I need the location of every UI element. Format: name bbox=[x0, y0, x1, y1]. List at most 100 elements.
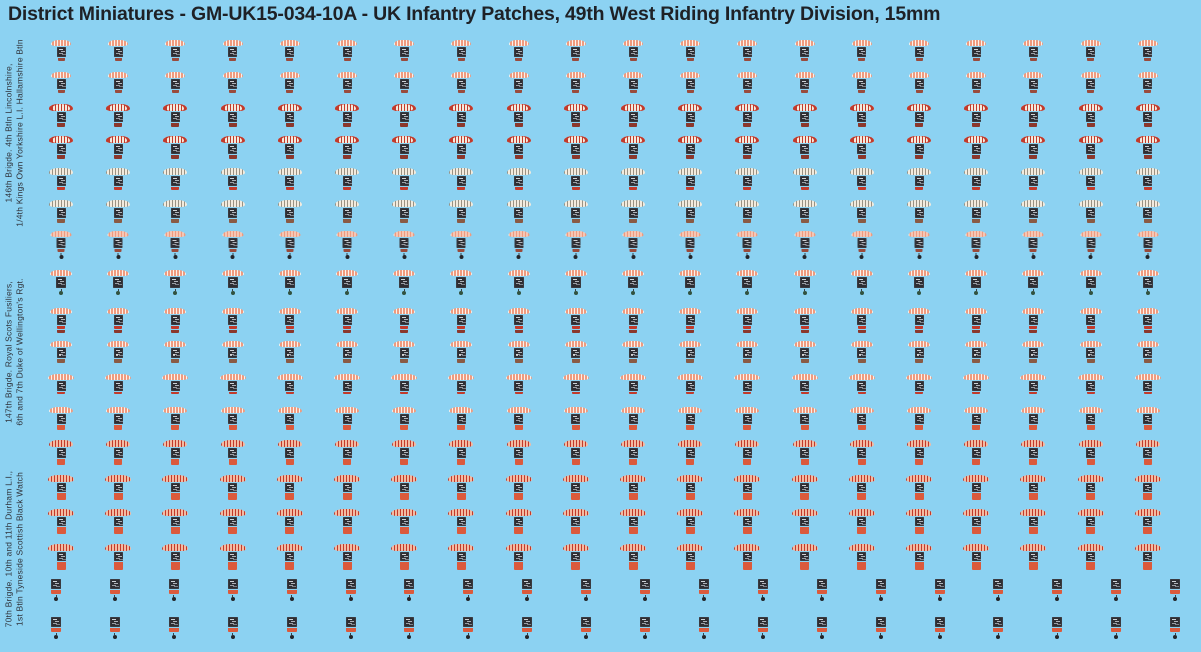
shoulder-title-arc bbox=[677, 509, 704, 516]
uniform-patch-figure bbox=[849, 136, 874, 159]
division-patch bbox=[228, 483, 238, 492]
shoulder-title-arc bbox=[106, 168, 131, 175]
division-patch bbox=[1111, 579, 1122, 589]
division-patch bbox=[1028, 483, 1038, 492]
badge-pendant bbox=[459, 289, 464, 295]
shoulder-title-arc bbox=[162, 544, 189, 551]
division-patch bbox=[404, 617, 415, 627]
division-patch bbox=[228, 315, 238, 325]
brigade-bar bbox=[686, 330, 695, 333]
shoulder-title-arc bbox=[1078, 168, 1103, 175]
division-patch bbox=[800, 315, 810, 325]
division-patch bbox=[456, 381, 466, 391]
uniform-patch-figure bbox=[564, 308, 587, 333]
uniform-patch-figure bbox=[563, 168, 588, 190]
shoulder-title-arc bbox=[221, 270, 244, 276]
brigade-bar bbox=[857, 493, 867, 500]
badge-pendant bbox=[345, 289, 349, 295]
uniform-patch-figure bbox=[563, 136, 588, 159]
shoulder-title-arc bbox=[506, 440, 531, 447]
shoulder-title-arc bbox=[621, 200, 645, 207]
division-patch bbox=[1143, 552, 1153, 561]
shoulder-title-arc bbox=[849, 440, 874, 447]
shoulder-title-arc bbox=[792, 440, 817, 447]
badge-pendant bbox=[348, 633, 353, 639]
uniform-patch-figure bbox=[279, 231, 301, 259]
uniform-patch-figure bbox=[163, 168, 188, 190]
uniform-patch-figure bbox=[220, 168, 245, 190]
uniform-patch-figure bbox=[505, 509, 532, 534]
division-patch bbox=[399, 47, 409, 57]
uniform-patch-figure bbox=[851, 40, 872, 61]
shoulder-title-arc bbox=[392, 407, 417, 413]
uniform-patch-figure bbox=[678, 440, 703, 465]
uniform-patch-figure bbox=[51, 617, 61, 639]
division-patch bbox=[170, 238, 180, 248]
shoulder-title-arc bbox=[794, 72, 815, 78]
division-patch bbox=[514, 381, 524, 391]
uniform-patch-figure bbox=[737, 40, 758, 61]
division-patch bbox=[1028, 414, 1038, 424]
uniform-patch-figure bbox=[677, 509, 704, 534]
brigade-bar bbox=[168, 590, 179, 594]
uniform-patch-figure bbox=[735, 136, 760, 159]
division-patch bbox=[914, 47, 924, 57]
brigade-bar bbox=[228, 527, 238, 534]
brigade-bar bbox=[457, 249, 465, 252]
patch-dot bbox=[516, 354, 519, 356]
shoulder-title-arc bbox=[964, 168, 989, 175]
shoulder-title-arc bbox=[108, 40, 129, 46]
division-patch bbox=[685, 79, 695, 89]
division-patch bbox=[685, 315, 695, 325]
brigade-bar bbox=[800, 326, 809, 329]
uniform-patch-figure bbox=[1021, 168, 1046, 190]
division-patch bbox=[1028, 552, 1038, 561]
brigade-bar bbox=[1144, 249, 1152, 252]
division-patch bbox=[571, 414, 581, 424]
uniform-patch-figure bbox=[219, 509, 246, 534]
brigade-bar bbox=[114, 58, 122, 61]
uniform-patch-figure bbox=[563, 104, 588, 127]
shoulder-title-arc bbox=[165, 72, 186, 78]
division-patch bbox=[628, 238, 638, 248]
shoulder-title-arc bbox=[906, 475, 932, 482]
brigade-bar bbox=[1029, 425, 1038, 430]
brigade-bar bbox=[57, 58, 65, 61]
brigade-bar bbox=[915, 123, 923, 127]
uniform-patch-figure bbox=[623, 40, 643, 61]
division-patch bbox=[757, 617, 768, 627]
division-patch bbox=[514, 448, 524, 458]
brigade-bar bbox=[171, 425, 180, 430]
brigade-bar bbox=[1170, 590, 1181, 594]
shoulder-title-arc bbox=[850, 270, 873, 276]
uniform-patch-figure bbox=[1078, 440, 1103, 465]
patch-dot bbox=[973, 354, 976, 356]
shoulder-title-arc bbox=[165, 40, 186, 46]
shoulder-title-arc bbox=[108, 72, 129, 78]
brigade-bar bbox=[571, 155, 580, 159]
uniform-patch-figure bbox=[105, 475, 132, 500]
shoulder-title-arc bbox=[334, 374, 360, 380]
shoulder-title-arc bbox=[105, 374, 132, 380]
division-patch bbox=[456, 448, 466, 458]
uniform-patch-figure bbox=[678, 200, 703, 223]
uniform-patch-figure bbox=[1134, 544, 1161, 570]
shoulder-title-arc bbox=[163, 168, 188, 175]
division-patch bbox=[971, 144, 981, 154]
uniform-patch-figure bbox=[448, 544, 475, 570]
brigade-bar bbox=[114, 425, 123, 430]
shoulder-title-arc bbox=[107, 308, 130, 314]
shoulder-title-arc bbox=[563, 440, 588, 447]
brigade-bar bbox=[698, 628, 709, 632]
shoulder-title-arc bbox=[335, 168, 359, 175]
division-patch bbox=[685, 381, 695, 391]
brigade-bar bbox=[629, 58, 637, 61]
division-patch bbox=[514, 552, 524, 561]
badge-pendant bbox=[859, 289, 864, 295]
shoulder-title-arc bbox=[220, 104, 245, 111]
division-patch bbox=[342, 414, 352, 424]
brigade-bar bbox=[113, 527, 123, 534]
division-patch bbox=[342, 448, 352, 458]
uniform-patch-figure bbox=[162, 544, 189, 570]
badge-pendant bbox=[1173, 633, 1178, 639]
